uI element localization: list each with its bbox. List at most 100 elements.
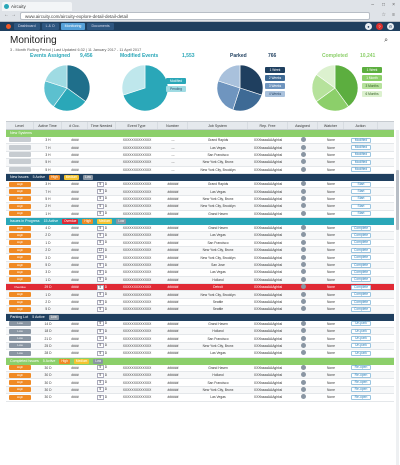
table-row[interactable]: High 7 H #### 5 D XXXXXXXXXXXXX ###### Las Veg… xyxy=(6,188,394,196)
action-button[interactable]: Complete xyxy=(351,225,371,231)
avatar[interactable] xyxy=(300,181,306,187)
settings-icon[interactable]: ⚙ xyxy=(387,23,394,30)
avatar[interactable] xyxy=(300,328,306,334)
action-button[interactable]: Complete xyxy=(351,284,371,290)
action-button[interactable]: Start xyxy=(351,211,371,217)
time-input[interactable]: 5 xyxy=(96,211,104,217)
filter-chip[interactable]: High xyxy=(82,218,93,224)
column-header[interactable]: Job System xyxy=(188,122,248,129)
avatar[interactable] xyxy=(300,151,306,157)
legend-item[interactable]: 3 Weeks xyxy=(265,83,285,89)
avatar[interactable] xyxy=(300,335,306,341)
forward-icon[interactable]: → xyxy=(11,12,16,18)
avatar[interactable] xyxy=(300,394,306,400)
level-pill[interactable]: High xyxy=(9,240,31,246)
filter-chip[interactable]: Medium xyxy=(96,218,113,224)
pie-slice[interactable] xyxy=(66,64,91,102)
pie-slice[interactable] xyxy=(334,64,359,108)
action-button[interactable]: Complete xyxy=(351,292,371,298)
avatar[interactable] xyxy=(300,144,306,150)
level-pill[interactable]: High xyxy=(9,181,31,187)
level-pill[interactable]: High xyxy=(9,255,31,261)
table-row[interactable]: High 5 D #### 5 D XXXXXXXXXXXXX ###### San Jos… xyxy=(6,261,394,270)
table-row[interactable]: Low 21 D #### 5 D XXXXXXXXXXXXX ###### San Fra… xyxy=(6,335,394,343)
table-row[interactable]: High 5 D #### 5 D XXXXXXXXXXXXX ###### Seattle… xyxy=(6,306,394,314)
table-row[interactable]: High 30 D #### 5 D XXXXXXXXXXXXX ###### San Fr… xyxy=(6,379,394,387)
level-pill[interactable]: High xyxy=(9,292,31,298)
time-input[interactable]: 5 xyxy=(96,299,104,305)
action-button[interactable]: Start xyxy=(351,189,371,195)
column-header[interactable]: # Occ. xyxy=(62,122,88,129)
time-input[interactable]: 5 xyxy=(96,240,104,246)
avatar[interactable] xyxy=(300,372,306,378)
time-input[interactable]: 12 xyxy=(96,247,104,253)
notification-icon[interactable]: ● xyxy=(365,23,372,30)
level-pill[interactable]: High xyxy=(9,203,31,209)
filter-chip[interactable]: Low xyxy=(83,174,93,180)
time-input[interactable]: 5 xyxy=(96,262,104,268)
maximize-icon[interactable]: □ xyxy=(381,2,385,8)
pie-slice[interactable] xyxy=(232,87,263,112)
table-row[interactable]: Low 18 D #### 5 D XXXXXXXXXXXXX ###### Holland… xyxy=(6,327,394,336)
time-input[interactable]: 5 xyxy=(96,284,104,290)
column-header[interactable]: Watcher xyxy=(318,122,344,129)
level-pill[interactable] xyxy=(9,137,31,143)
action-button[interactable]: Re-open xyxy=(351,372,371,378)
avatar[interactable] xyxy=(300,254,306,260)
action-button[interactable]: Modified xyxy=(351,152,371,158)
avatar[interactable] xyxy=(300,364,306,370)
level-pill[interactable] xyxy=(9,159,31,165)
avatar[interactable] xyxy=(300,379,306,385)
action-button[interactable]: Un-park xyxy=(351,321,371,327)
table-row[interactable]: Low 25 D #### 5 D XXXXXXXXXXXXX ###### New Yor… xyxy=(6,342,394,351)
avatar[interactable] xyxy=(300,306,306,312)
action-button[interactable]: Un-park xyxy=(351,336,371,342)
avatar[interactable] xyxy=(300,188,306,194)
pie-slice[interactable] xyxy=(44,64,68,89)
action-button[interactable]: Re-open xyxy=(351,394,371,400)
back-icon[interactable]: ← xyxy=(4,12,9,18)
legend-item[interactable]: 1 Week xyxy=(265,67,285,73)
action-button[interactable]: Modified xyxy=(351,167,371,173)
legend-item[interactable]: 1 Month xyxy=(362,75,382,81)
time-input[interactable]: 5 xyxy=(96,232,104,238)
column-header[interactable]: Rep. Free xyxy=(248,122,288,129)
level-pill[interactable]: High xyxy=(9,247,31,253)
level-pill[interactable]: High xyxy=(9,387,31,393)
table-row[interactable]: Low 28 D #### 5 D XXXXXXXXXXXXX ###### Las Veg… xyxy=(6,350,394,358)
pie-slice[interactable] xyxy=(239,64,264,96)
nav-tab-dashboard[interactable]: Dashboard xyxy=(14,23,40,30)
table-row[interactable]: High 30 D #### 5 D XXXXXXXXXXXXX ###### Grand … xyxy=(6,364,394,372)
table-row[interactable]: 5 H #### XXXXXXXXXXXXX --- New York City, Br… xyxy=(6,159,394,167)
close-icon[interactable]: × xyxy=(392,2,395,8)
nav-tab-monitoring[interactable]: Monitoring xyxy=(60,23,86,30)
avatar[interactable] xyxy=(300,232,306,238)
address-bar[interactable]: www.aircuity.com/aircuity-explore-detail… xyxy=(20,12,370,20)
column-header[interactable]: Time Needed xyxy=(88,122,116,129)
avatar[interactable] xyxy=(300,137,306,143)
time-input[interactable]: 5 xyxy=(96,269,104,275)
avatar[interactable] xyxy=(300,195,306,201)
time-input[interactable]: 5 xyxy=(96,387,104,393)
table-row[interactable]: High 30 D #### 5 D XXXXXXXXXXXXX ###### New Yo… xyxy=(6,386,394,395)
action-button[interactable]: Complete xyxy=(351,269,371,275)
action-button[interactable]: Complete xyxy=(351,277,371,283)
table-row[interactable]: High 30 D #### 5 D XXXXXXXXXXXXX ###### Las Ve… xyxy=(6,394,394,402)
legend-item[interactable]: Modified xyxy=(166,78,186,84)
filter-chip[interactable]: Low xyxy=(93,358,104,364)
column-header[interactable]: Assigned xyxy=(288,122,318,129)
action-button[interactable]: Re-open xyxy=(351,365,371,371)
time-input[interactable]: 5 xyxy=(96,380,104,386)
action-button[interactable]: Complete xyxy=(351,232,371,238)
table-row[interactable]: 3 H #### XXXXXXXXXXXXX --- San Francisco XXXb… xyxy=(6,151,394,160)
level-pill[interactable]: High xyxy=(9,306,31,312)
action-button[interactable]: Complete xyxy=(351,262,371,268)
table-row[interactable]: High 2 D #### 5 D XXXXXXXXXXXXX ###### Seattle… xyxy=(6,299,394,307)
table-row[interactable]: High 1 D #### 5 D XXXXXXXXXXXXX ###### New Yor… xyxy=(6,291,394,299)
level-pill[interactable]: Low xyxy=(9,321,31,327)
level-pill[interactable]: High xyxy=(9,365,31,371)
avatar[interactable] xyxy=(300,239,306,245)
filter-chip[interactable]: Medium xyxy=(73,358,90,364)
table-row[interactable]: 7 H #### XXXXXXXXXXXXX --- Las Vegas XXXbaaaA… xyxy=(6,144,394,152)
table-row[interactable]: High 3 D #### 5 D XXXXXXXXXXXXX ###### New Yor… xyxy=(6,254,394,262)
